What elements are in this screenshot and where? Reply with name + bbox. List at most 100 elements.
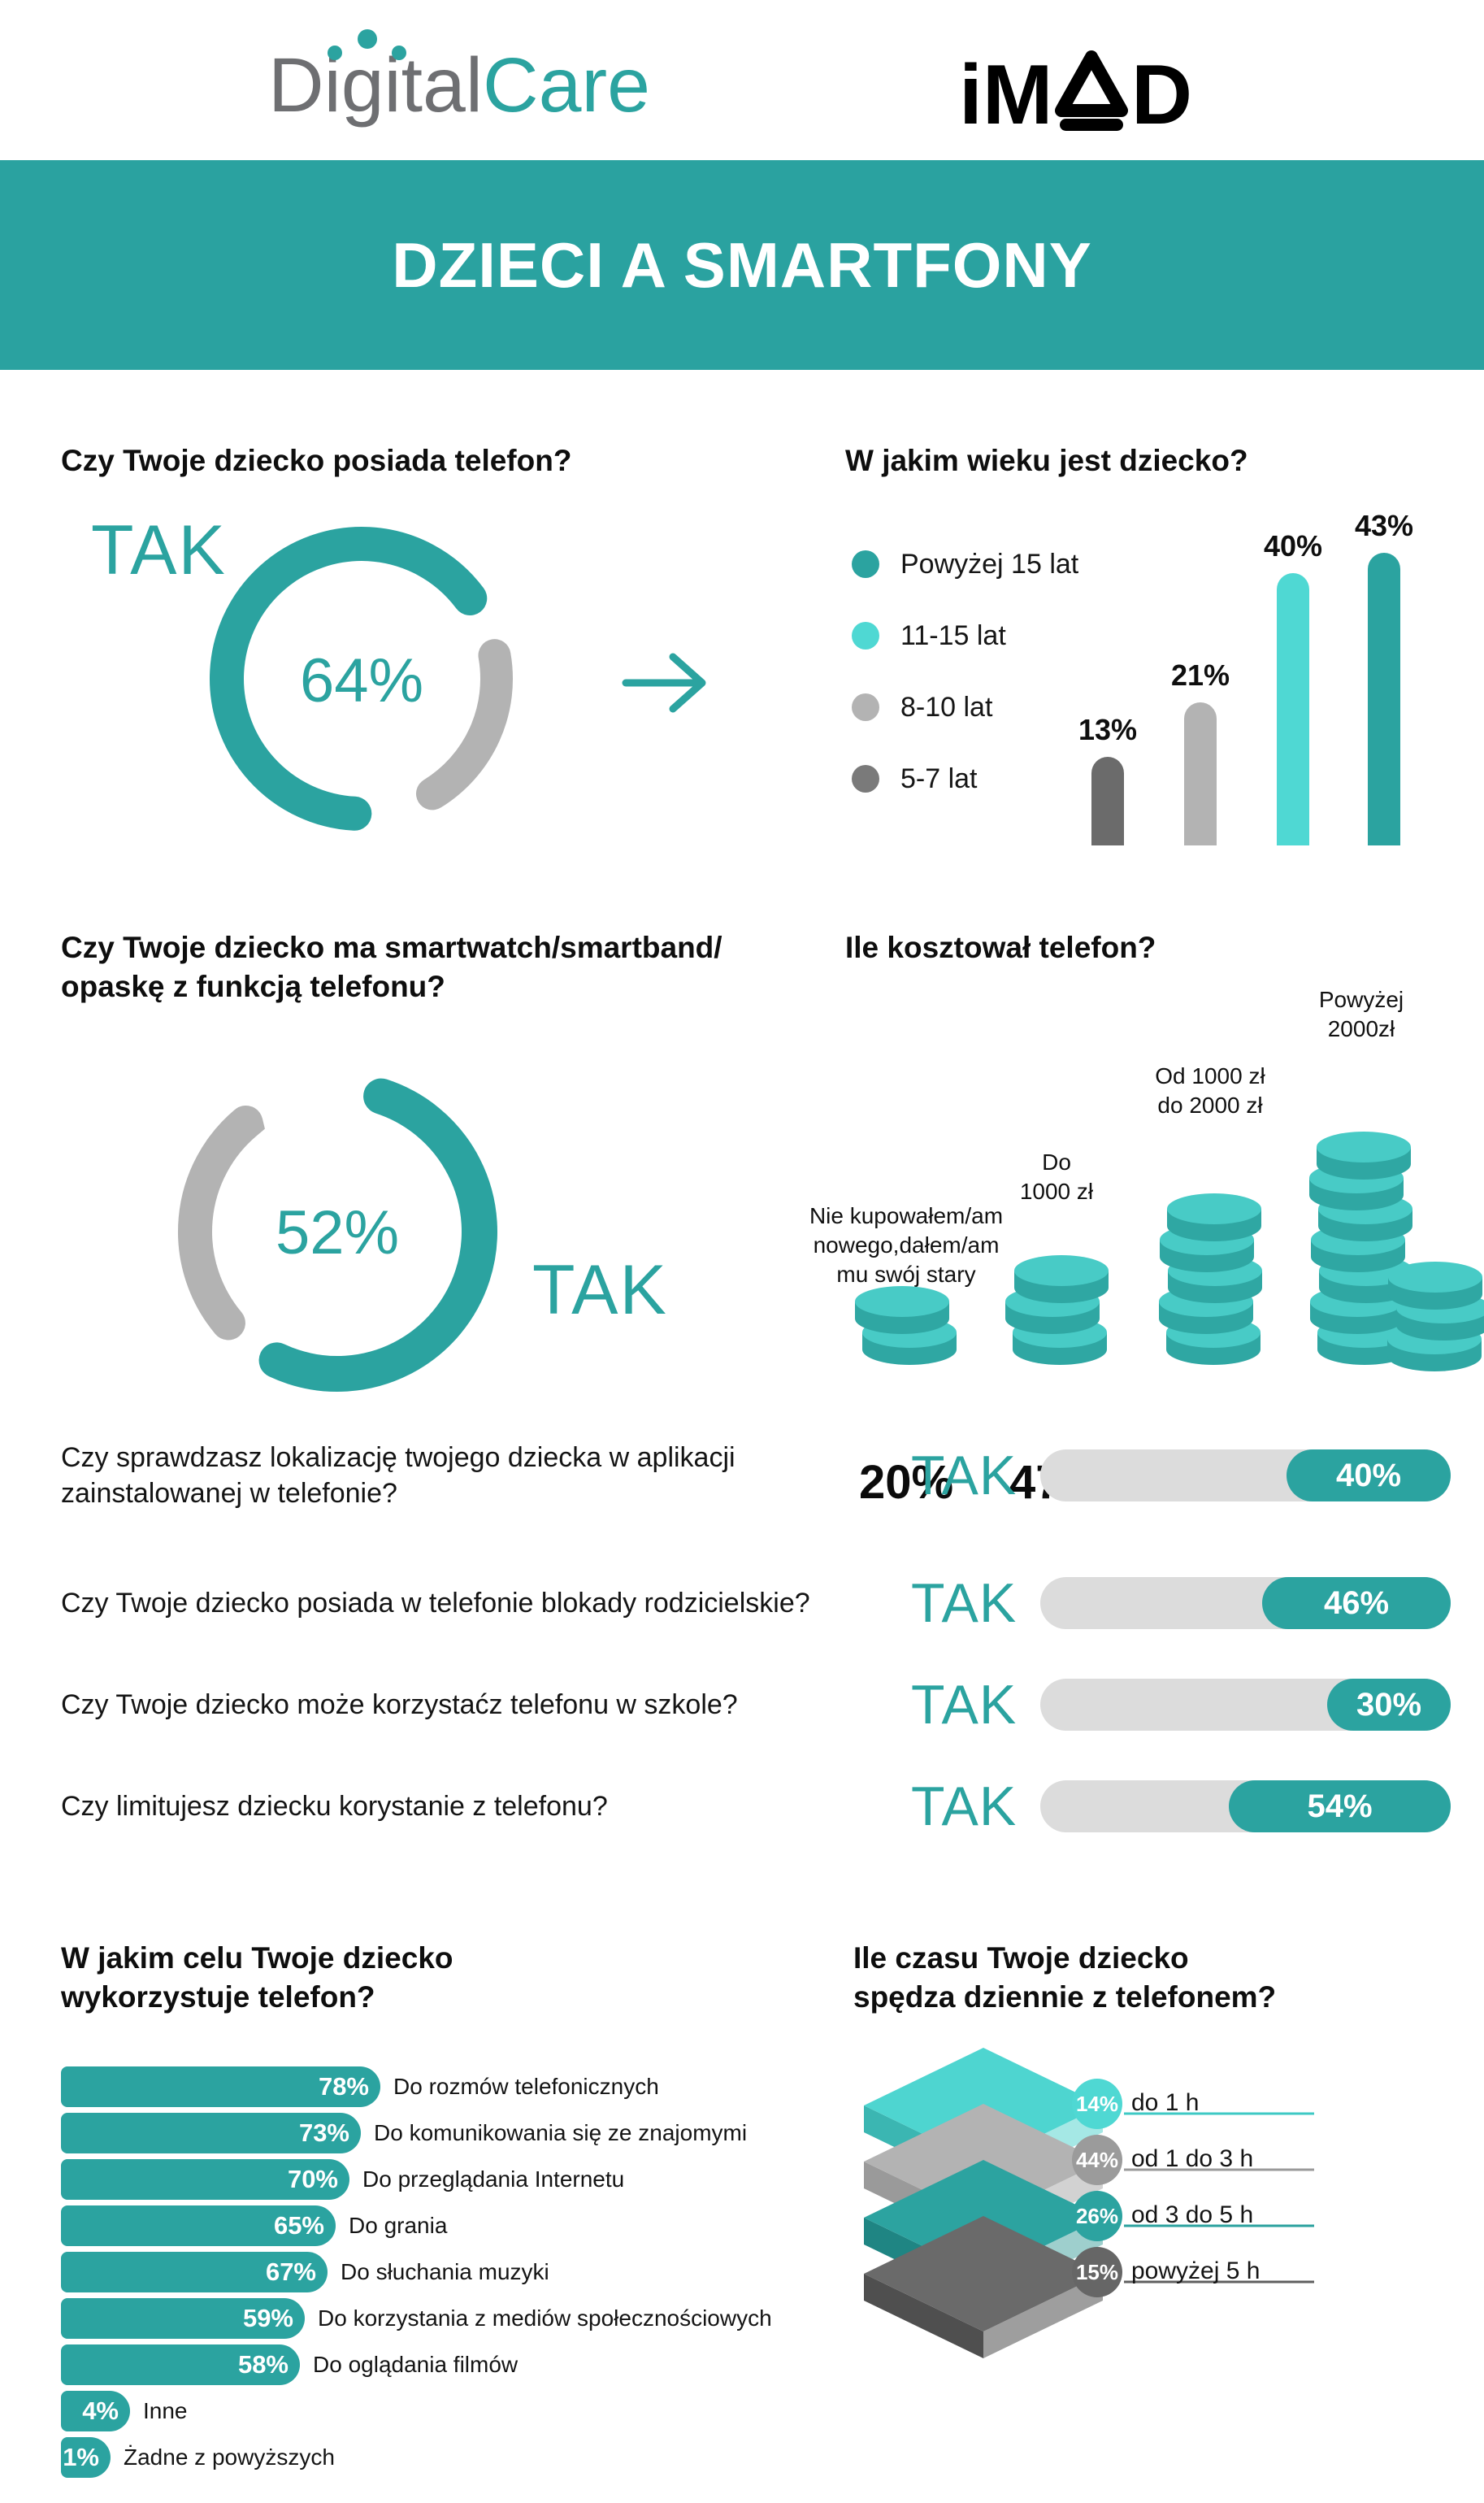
age-legend-item: 5-7 lat — [852, 761, 1078, 797]
time-label: do 1 h — [1131, 2089, 1199, 2116]
question-progress-track: 40% — [1040, 1449, 1451, 1501]
purpose-bar: 78% — [61, 2066, 380, 2107]
q-phone-heading: Czy Twoje dziecko posiada telefon? — [61, 444, 572, 477]
cost-heading: Ile kosztował telefon? — [845, 931, 1156, 964]
purpose-bar-value: 4% — [82, 2397, 119, 2425]
time-value: 26% — [1076, 2204, 1118, 2228]
purpose-bar-label: Do oglądania filmów — [313, 2352, 519, 2377]
question-answer-label: TAK — [911, 1572, 1018, 1634]
question-text: Czy Twoje dziecko może korzystaćz telefo… — [61, 1689, 738, 1720]
purpose-bar-row: 67% Do słuchania muzyki — [61, 2252, 549, 2292]
purpose-bar-value: 58% — [237, 2350, 289, 2379]
legend-label: 5-7 lat — [900, 763, 978, 794]
cost-category-label: Nie kupowałem/am nowego,dałem/am mu swój… — [809, 1203, 1004, 1287]
age-legend-item: Powyżej 15 lat — [852, 546, 1078, 582]
question-row: Czy Twoje dziecko posiada w telefonie bl… — [61, 1558, 1456, 1648]
legend-dot-icon — [852, 765, 879, 793]
age-bar-value: 43% — [1354, 509, 1414, 542]
purpose-bar-label: Do słuchania muzyki — [341, 2259, 549, 2284]
imad-logo: iM D — [959, 48, 1192, 142]
purpose-bar-row: 59% Do korzystania z mediów społeczności… — [61, 2298, 772, 2339]
question-progress-value: 40% — [1335, 1457, 1402, 1493]
purpose-bar: 1% — [61, 2437, 111, 2478]
question-progress-track: 30% — [1040, 1679, 1451, 1731]
legend-dot-icon — [852, 550, 879, 578]
purpose-bar-row: 58% Do oglądania filmów — [61, 2344, 518, 2385]
purpose-bar: 4% — [61, 2391, 130, 2431]
question-text: Czy sprawdzasz lokalizację twojego dziec… — [61, 1442, 735, 1509]
purpose-bar-label: Do korzystania z mediów społecznościowyc… — [318, 2305, 772, 2331]
watch-donut-value: 52% — [276, 1198, 399, 1267]
question-progress-track: 46% — [1040, 1577, 1451, 1629]
question-progress-fill: 30% — [1327, 1679, 1451, 1731]
page-title: DZIECI A SMARTFONY — [392, 228, 1092, 301]
question-progress-track: 54% — [1040, 1780, 1451, 1832]
purpose-bar-row: 1% Żadne z powyższych — [61, 2437, 335, 2478]
time-heading: Ile czasu Twoje dziecko spędza dziennie … — [853, 1941, 1277, 2014]
time-value: 15% — [1076, 2260, 1118, 2284]
purpose-bar-row: 65% Do grania — [61, 2205, 447, 2246]
purpose-bar-row: 73% Do komunikowania się ze znajomymi — [61, 2113, 747, 2153]
question-progress-fill: 46% — [1262, 1577, 1451, 1629]
question-answer-label: TAK — [911, 1674, 1018, 1736]
purpose-bar-value: 73% — [298, 2118, 349, 2147]
purpose-bar-row: 78% Do rozmów telefonicznych — [61, 2066, 659, 2107]
purpose-bar-label: Do grania — [349, 2213, 448, 2238]
purpose-bar-label: Do rozmów telefonicznych — [393, 2074, 659, 2099]
q-watch-heading-line2: opaskę z funkcją telefonu? — [61, 970, 445, 1003]
question-text: Czy limitujesz dziecku korystanie z tele… — [61, 1791, 608, 1822]
imad-logo-bar-icon — [1060, 119, 1123, 131]
purpose-bar: 59% — [61, 2298, 305, 2339]
age-bar — [1184, 702, 1217, 845]
age-legend: Powyżej 15 lat 11-15 lat 8-10 lat 5-7 la… — [852, 546, 1078, 797]
time-label: od 3 do 5 h — [1131, 2201, 1253, 2228]
age-legend-item: 8-10 lat — [852, 689, 1078, 725]
time-layer — [864, 2216, 1103, 2358]
imad-logo-triangle-icon — [1055, 50, 1128, 117]
coin-stack-icon — [855, 1286, 957, 1365]
coin-stack-icon — [1159, 1193, 1262, 1365]
legend-dot-icon — [852, 622, 879, 650]
phone-donut-remainder-arc — [210, 528, 513, 830]
imad-logo-im: iM — [959, 48, 1053, 142]
coin-stack-icon — [1005, 1255, 1109, 1365]
age-legend-item: 11-15 lat — [852, 618, 1078, 654]
age-heading: W jakim wieku jest dziecko? — [845, 444, 1248, 477]
phone-donut-value-arc — [210, 527, 514, 831]
question-answer-label: TAK — [911, 1775, 1018, 1837]
digitalcare-logo-care: Care — [483, 42, 650, 128]
time-value-badge — [1072, 2079, 1122, 2129]
age-bar — [1091, 757, 1124, 845]
time-value-badge — [1072, 2135, 1122, 2185]
digitalcare-logo: DigitalCare — [268, 29, 650, 124]
purpose-bar: 67% — [61, 2252, 328, 2292]
purpose-bar-row: 70% Do przeglądania Internetu — [61, 2159, 624, 2200]
purpose-bar-label: Inne — [143, 2398, 188, 2423]
phone-donut-chart: 64% — [210, 527, 514, 831]
purpose-bar-value: 67% — [265, 2257, 316, 2286]
cost-category-label: Powyżej 2000zł — [1318, 987, 1404, 1041]
age-bar — [1368, 553, 1400, 845]
age-bar-value: 21% — [1170, 658, 1230, 692]
legend-label: Powyżej 15 lat — [900, 548, 1079, 580]
purpose-bar-label: Żadne z powyższych — [124, 2444, 335, 2470]
purpose-bar: 65% — [61, 2205, 336, 2246]
question-text: Czy Twoje dziecko posiada w telefonie bl… — [61, 1588, 810, 1619]
imad-logo-d: D — [1131, 48, 1192, 142]
logo-dot-icon — [328, 46, 342, 60]
purpose-bar: 70% — [61, 2159, 349, 2200]
time-value-badge — [1072, 2191, 1122, 2241]
question-progress-value: 54% — [1307, 1788, 1373, 1824]
legend-label: 8-10 lat — [900, 691, 993, 723]
watch-donut-remainder-arc — [178, 1072, 497, 1391]
time-value: 14% — [1076, 2092, 1118, 2116]
time-value-badge — [1072, 2247, 1122, 2297]
question-row: Czy sprawdzasz lokalizację twojego dziec… — [61, 1431, 1456, 1520]
q-phone-answer-label: TAK — [91, 511, 227, 589]
question-row: Czy Twoje dziecko może korzystaćz telefo… — [61, 1660, 1456, 1749]
digitalcare-logo-digital: Digital — [268, 42, 483, 128]
purpose-bar-label: Do komunikowania się ze znajomymi — [374, 2120, 748, 2145]
purpose-heading: W jakim celu Twoje dziecko wykorzystuje … — [61, 1941, 453, 2014]
watch-donut-value-arc — [177, 1071, 497, 1392]
legend-label: 11-15 lat — [900, 619, 1006, 651]
